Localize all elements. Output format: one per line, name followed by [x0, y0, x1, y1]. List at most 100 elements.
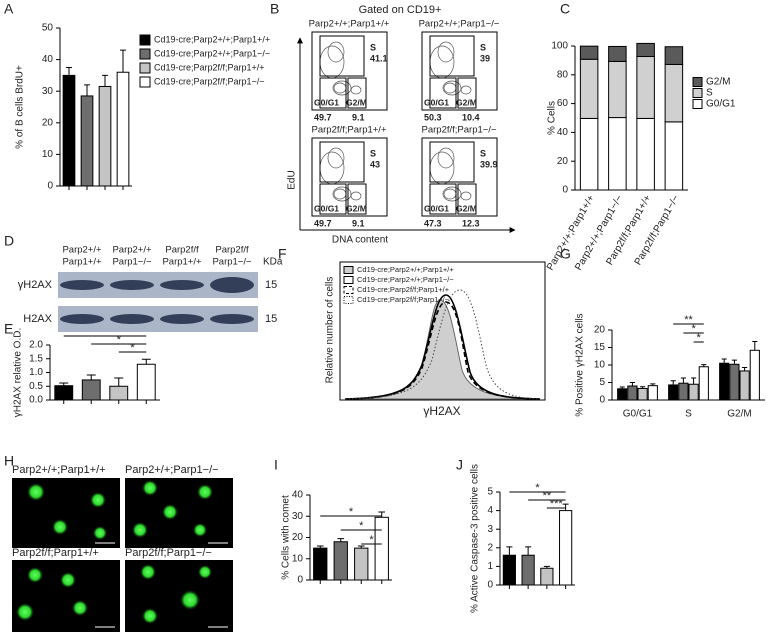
- blot-band: [110, 314, 154, 324]
- significance-label: ***: [550, 498, 564, 510]
- significance-label: *: [697, 332, 702, 344]
- y-axis-label: Relative number of cells: [325, 277, 336, 384]
- legend-label: G0/G1: [706, 99, 736, 110]
- gate-label: S: [480, 42, 486, 52]
- legend-swatch: [139, 48, 151, 60]
- bar: [636, 117, 655, 191]
- significance-label: *: [535, 482, 540, 494]
- legend-swatch: [692, 88, 703, 98]
- gate: [429, 183, 457, 215]
- bar: [636, 56, 655, 119]
- y-tick-label: 40: [42, 54, 54, 65]
- bar: [98, 85, 112, 187]
- blot-column-label: Parp2+/+: [112, 245, 152, 256]
- flow-plot-title: Parp2+/+;Parp1−/−: [419, 19, 500, 30]
- y-axis-label: % of B cells BrdU+: [15, 65, 26, 149]
- y-tick-label: 40: [292, 490, 304, 501]
- gate: [347, 77, 367, 109]
- legend-swatch: [139, 34, 151, 46]
- error-bar: [752, 341, 758, 351]
- blot-band: [210, 314, 254, 324]
- error-bar: [84, 84, 90, 96]
- gate-value: 9.1: [352, 112, 365, 122]
- gate-value: 39.9: [480, 159, 498, 169]
- significance-label: *: [130, 342, 135, 354]
- image-label: Parp2f/f;Parp1−/−: [125, 547, 212, 559]
- bar: [617, 388, 628, 401]
- significance-label: **: [684, 314, 693, 326]
- histogram-panel: [339, 261, 546, 401]
- bar: [719, 362, 730, 401]
- bar: [521, 554, 535, 586]
- panel-label: A: [4, 1, 14, 17]
- bar: [502, 554, 516, 586]
- gate-label: G0/G1: [314, 203, 339, 213]
- contour: [442, 186, 462, 202]
- bar: [579, 117, 599, 191]
- gate: [347, 183, 367, 215]
- legend-swatch: [343, 296, 354, 304]
- legend-swatch: [692, 77, 703, 87]
- legend-label: Cd19-cre;Parp2f/f;Parp1−/−: [154, 76, 265, 86]
- gate: [319, 183, 347, 215]
- error-bar: [86, 374, 96, 380]
- bar: [333, 541, 348, 581]
- contour: [350, 191, 362, 201]
- flow-plot-title: Parp2+/+;Parp1+/+: [309, 19, 390, 30]
- gate: [319, 77, 347, 109]
- blot-band: [160, 280, 204, 290]
- contour: [350, 85, 362, 95]
- contour: [437, 147, 455, 169]
- image-label: Parp2+/+;Parp1−/−: [125, 464, 219, 476]
- bar: [54, 385, 74, 401]
- y-tick-label: 10: [42, 149, 54, 160]
- y-tick-label: 100: [551, 41, 568, 52]
- error-bar: [114, 377, 124, 387]
- gate-label: S: [370, 148, 376, 158]
- histogram-curve: [344, 301, 541, 400]
- histogram-curve: [344, 289, 541, 400]
- gate-label: G2/M: [346, 203, 367, 213]
- error-bar: [721, 358, 727, 364]
- bar: [608, 60, 627, 119]
- bar: [81, 379, 101, 401]
- error-bar: [670, 380, 676, 385]
- gate-label: G2/M: [456, 203, 477, 213]
- gate: [319, 141, 365, 183]
- bar: [749, 349, 760, 401]
- gate-value: 49.7: [314, 218, 332, 228]
- y-tick-label: 5: [599, 377, 605, 388]
- y-axis-label: % Active Caspase-3 positive cells: [470, 464, 481, 613]
- gate: [457, 183, 477, 215]
- blot-band: [210, 277, 254, 293]
- contour: [327, 147, 345, 169]
- error-bar: [378, 511, 386, 518]
- y-axis-label: γH2AX relative O.D.: [13, 328, 24, 417]
- y-tick-label: 2: [487, 542, 493, 553]
- flow-plot-frame: [421, 31, 498, 111]
- error-bar: [680, 377, 686, 384]
- bar: [636, 42, 655, 58]
- bar: [647, 385, 658, 401]
- significance-label: *: [359, 520, 364, 532]
- bar: [668, 384, 679, 401]
- legend-swatch: [692, 99, 703, 109]
- y-tick-label: 50: [42, 23, 54, 34]
- y-tick-label: 20: [594, 325, 606, 336]
- contour: [460, 191, 472, 201]
- y-tick-label: 3: [487, 524, 493, 535]
- panel-label: I: [274, 457, 278, 473]
- bar: [354, 547, 369, 581]
- y-tick-label: 0.0: [29, 395, 43, 406]
- gate: [457, 77, 477, 109]
- y-axis-label: % Cells with comet: [281, 495, 292, 580]
- legend-label: Cd19-cre;Parp2+/+;Parp1+/+: [357, 265, 454, 274]
- gate-label: S: [370, 42, 376, 52]
- significance-label: **: [543, 490, 552, 502]
- legend-swatch: [343, 286, 354, 294]
- panel-label: J: [456, 457, 463, 473]
- blot-band: [60, 314, 104, 324]
- contour: [327, 41, 345, 63]
- error-bar: [629, 382, 635, 386]
